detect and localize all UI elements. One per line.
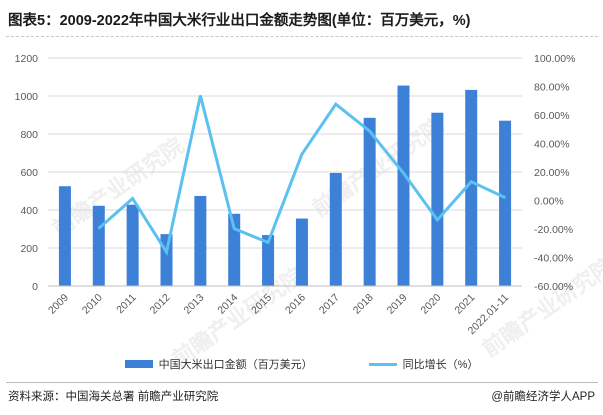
- bar: [160, 234, 173, 286]
- y-right-tick-label: 100.00%: [534, 53, 575, 65]
- y-right-tick-label: -60.00%: [534, 281, 573, 293]
- bar: [126, 204, 139, 286]
- x-tick-label: 2010: [80, 292, 105, 317]
- x-tick-label: 2021: [452, 292, 477, 317]
- legend-item-bar: 中国大米出口金额（百万美元）: [124, 356, 313, 372]
- legend-bar-swatch: [124, 360, 153, 368]
- y-left-tick-label: 1200: [15, 53, 39, 65]
- bar: [499, 120, 512, 286]
- bar: [431, 112, 444, 286]
- x-tick-label: 2014: [215, 292, 240, 317]
- legend-line-swatch: [368, 362, 397, 366]
- x-tick-label: 2018: [351, 292, 376, 317]
- chart-title: 图表5：2009-2022年中国大米行业出口金额走势图(单位：百万美元，%): [8, 13, 471, 29]
- x-tick-label: 2013: [181, 292, 206, 317]
- y-left-tick-label: 200: [20, 243, 38, 255]
- x-tick-label: 2012: [148, 292, 173, 317]
- bar: [194, 195, 207, 286]
- bar: [228, 213, 241, 286]
- growth-point: [368, 130, 371, 132]
- bar: [397, 85, 410, 286]
- title-divider: [6, 36, 598, 37]
- y-left-tick-label: 0: [32, 281, 38, 293]
- growth-point: [131, 197, 134, 200]
- legend-line-label: 同比增长（%）: [402, 359, 479, 371]
- brand-label: @前瞻经济学人APP: [491, 391, 595, 403]
- y-right-tick-label: -20.00%: [534, 224, 573, 236]
- bar: [465, 89, 478, 286]
- x-tick-label: 2017: [317, 292, 342, 317]
- bar: [295, 218, 308, 286]
- y-right-tick-label: 20.00%: [534, 167, 570, 179]
- legend: 中国大米出口金额（百万美元） 同比增长（%）: [0, 356, 603, 372]
- bar: [58, 186, 71, 286]
- x-tick-label: 2016: [283, 292, 308, 317]
- growth-point: [301, 153, 303, 155]
- x-tick-label: 2020: [418, 292, 443, 317]
- x-tick-label: 2019: [385, 292, 410, 317]
- growth-point: [97, 227, 100, 230]
- y-right-tick-label: 80.00%: [534, 82, 570, 94]
- y-right-tick-label: -40.00%: [534, 253, 573, 265]
- legend-item-line: 同比增长（%）: [368, 356, 479, 372]
- y-left-tick-label: 400: [20, 205, 38, 217]
- growth-point: [436, 219, 439, 221]
- growth-point: [267, 241, 269, 244]
- x-tick-label: 2011: [114, 292, 139, 317]
- y-left-tick-label: 1000: [15, 91, 39, 103]
- y-right-tick-label: 40.00%: [534, 139, 570, 151]
- y-left-tick-label: 600: [20, 167, 38, 179]
- bar: [363, 117, 376, 286]
- bar: [92, 205, 105, 286]
- x-tick-label: 2009: [46, 292, 71, 317]
- source-note: 资料来源：中国海关总署 前瞻产业研究院: [8, 391, 219, 403]
- bar: [262, 235, 275, 286]
- y-right-tick-label: 0.00%: [534, 196, 564, 208]
- footer-divider: [6, 382, 598, 383]
- growth-point: [334, 103, 337, 105]
- growth-point: [504, 196, 506, 199]
- y-left-tick-label: 800: [20, 129, 38, 141]
- growth-point: [233, 227, 236, 230]
- growth-point: [165, 251, 168, 253]
- legend-bar-label: 中国大米出口金额（百万美元）: [158, 359, 313, 371]
- growth-point: [470, 180, 473, 183]
- combo-chart: 0 200 400 600 800 1000 1200 -60.00% -40.00% -20.0…: [15, 53, 576, 337]
- y-right-tick-label: 60.00%: [534, 110, 570, 122]
- bar: [329, 172, 342, 286]
- x-tick-label: 2015: [249, 292, 274, 317]
- growth-point: [199, 94, 202, 97]
- growth-point: [402, 172, 405, 174]
